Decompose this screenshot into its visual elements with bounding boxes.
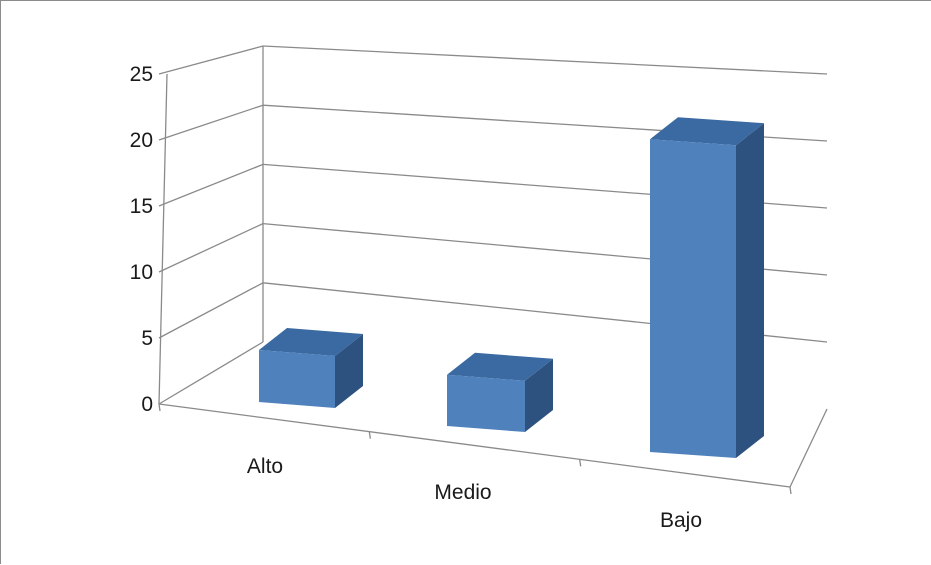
axes — [158, 46, 828, 495]
y-tick-label: 25 — [130, 63, 153, 86]
x-axis-line — [158, 403, 791, 488]
bar-front-face — [447, 374, 525, 432]
y-axis-tick-labels: 0 5 10 15 20 25 — [130, 63, 153, 416]
y-tick-label: 0 — [141, 393, 153, 416]
bar-top-face — [259, 328, 363, 356]
bar-front-face — [259, 350, 335, 408]
bar-side-face — [335, 334, 363, 408]
gridline-side-0 — [158, 341, 264, 405]
bars — [259, 117, 764, 458]
bar-top-face — [650, 117, 764, 146]
gridline-side-10 — [158, 223, 264, 273]
gridline-side-20 — [158, 104, 264, 141]
gridline-side-15 — [158, 163, 264, 207]
x-tick-mark — [368, 431, 371, 439]
bar-front-face — [650, 139, 736, 458]
gridline-side-25 — [158, 45, 264, 75]
x-tick-mark — [789, 486, 792, 495]
y-tick-label: 15 — [130, 195, 153, 218]
floor-right-edge — [789, 408, 828, 488]
x-category-label: Medio — [434, 481, 491, 504]
bar-medio — [447, 352, 553, 432]
x-tick-mark — [158, 403, 161, 412]
y-tick-label: 20 — [130, 129, 153, 152]
y-tick-label: 10 — [130, 261, 153, 284]
x-category-label: Bajo — [660, 509, 702, 532]
bar-alto — [259, 328, 363, 408]
x-tick-mark — [579, 459, 582, 467]
bar-top-face — [447, 352, 553, 381]
bar-bajo — [650, 117, 764, 458]
x-category-label: Alto — [247, 455, 283, 478]
bar-side-face — [736, 123, 764, 458]
bar-side-face — [525, 358, 553, 432]
gridline-side-5 — [158, 282, 264, 339]
gridline-back-25 — [262, 45, 828, 75]
x-axis-category-labels: Alto Medio Bajo — [247, 455, 702, 532]
y-tick-label: 5 — [141, 327, 153, 350]
y-axis-line — [158, 73, 168, 405]
